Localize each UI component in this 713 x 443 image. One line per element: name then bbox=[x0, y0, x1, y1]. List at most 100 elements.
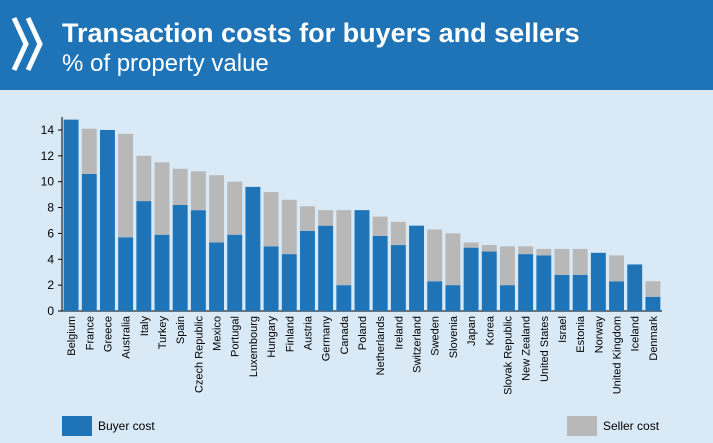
bar-seller bbox=[318, 210, 334, 226]
bar-buyer bbox=[390, 245, 406, 311]
oecd-chevron-logo-icon bbox=[11, 16, 43, 72]
bar-seller bbox=[645, 281, 661, 297]
x-tick-label: Poland bbox=[357, 316, 369, 350]
bar-buyer bbox=[354, 210, 370, 311]
y-tick-label: 6 bbox=[47, 226, 54, 240]
x-tick-label: Australia bbox=[121, 315, 133, 359]
x-tick-label: Greece bbox=[102, 316, 114, 352]
bar-seller bbox=[427, 229, 443, 282]
x-tick-label: Czech Republic bbox=[193, 316, 205, 394]
legend-swatch-seller bbox=[567, 416, 597, 436]
bar-seller bbox=[481, 245, 497, 252]
bar-buyer bbox=[427, 281, 443, 311]
bar-buyer bbox=[245, 186, 261, 311]
bar-seller bbox=[172, 168, 188, 205]
bar-buyer bbox=[63, 119, 79, 311]
x-tick-label: Ireland bbox=[393, 316, 405, 350]
x-tick-label: Austria bbox=[302, 315, 314, 350]
bar-seller bbox=[518, 246, 534, 255]
x-tick-label: Mexico bbox=[212, 316, 224, 351]
bar-seller bbox=[190, 171, 206, 211]
bar-buyer bbox=[645, 296, 661, 311]
x-tick-label: Luxembourg bbox=[248, 316, 260, 377]
y-tick-label: 10 bbox=[41, 175, 55, 189]
bar-seller bbox=[536, 248, 552, 256]
x-tick-label: Switzerland bbox=[412, 316, 424, 373]
x-tick-label: Slovenia bbox=[448, 315, 460, 358]
x-tick-label: France bbox=[84, 316, 96, 350]
bar-buyer bbox=[118, 237, 134, 311]
chart-title: Transaction costs for buyers and sellers bbox=[62, 18, 580, 48]
bar-buyer bbox=[100, 129, 115, 311]
x-tick-label: Korea bbox=[484, 315, 496, 345]
x-tick-label: Sweden bbox=[430, 316, 442, 356]
x-tick-label: Israel bbox=[557, 316, 569, 343]
x-tick-label: Norway bbox=[593, 316, 605, 354]
bar-seller bbox=[136, 155, 152, 202]
bar-buyer bbox=[463, 247, 479, 311]
bar-buyer bbox=[154, 234, 170, 311]
legend-item-seller: Seller cost bbox=[567, 416, 659, 436]
y-tick-label: 2 bbox=[47, 278, 54, 292]
bar-seller bbox=[118, 133, 134, 238]
x-tick-label: Japan bbox=[466, 316, 478, 346]
bar-buyer bbox=[81, 173, 97, 311]
bar-buyer bbox=[409, 225, 424, 311]
y-tick-label: 0 bbox=[47, 304, 54, 318]
bar-seller bbox=[463, 242, 479, 248]
x-tick-label: Finland bbox=[284, 316, 296, 352]
legend-label-seller: Seller cost bbox=[603, 419, 660, 433]
legend-swatch-buyer bbox=[62, 416, 92, 436]
bar-buyer bbox=[500, 285, 515, 311]
bar-buyer bbox=[518, 254, 534, 311]
bar-buyer bbox=[445, 285, 461, 311]
bar-seller bbox=[609, 255, 624, 282]
x-tick-label: Portugal bbox=[230, 316, 242, 357]
bar-buyer bbox=[209, 242, 224, 311]
x-tick-label: Turkey bbox=[157, 316, 169, 350]
bar-buyer bbox=[590, 252, 606, 311]
y-tick-label: 14 bbox=[41, 123, 55, 137]
bar-seller bbox=[227, 181, 243, 235]
bar-buyer bbox=[227, 234, 243, 311]
bar-buyer bbox=[481, 251, 497, 311]
bar-seller bbox=[81, 128, 97, 174]
bar-seller bbox=[445, 233, 461, 286]
y-tick-label: 4 bbox=[47, 252, 54, 266]
bar-buyer bbox=[572, 274, 588, 311]
bar-buyer bbox=[554, 274, 570, 311]
y-tick-label: 8 bbox=[47, 201, 54, 215]
bar-buyer bbox=[609, 281, 624, 311]
bar-chart: 0 2 4 6 8 10 12 14 Belgium France Greece Australia I… bbox=[41, 117, 662, 395]
bar-seller bbox=[336, 210, 352, 286]
bar-buyer bbox=[372, 236, 388, 311]
chart-header: Transaction costs for buyers and sellers… bbox=[0, 0, 713, 90]
bar-buyer bbox=[136, 201, 152, 311]
x-tick-label: Canada bbox=[339, 315, 351, 354]
bar-seller bbox=[281, 199, 297, 255]
bar-buyer bbox=[300, 230, 315, 311]
bar-seller bbox=[154, 162, 170, 235]
bar-buyer bbox=[263, 246, 279, 311]
y-tick-label: 12 bbox=[41, 149, 55, 163]
bar-seller bbox=[263, 192, 279, 247]
x-tick-label: Denmark bbox=[648, 316, 660, 361]
bar-buyer bbox=[190, 210, 206, 311]
bar-buyer bbox=[536, 255, 552, 311]
x-tick-label: United States bbox=[539, 316, 551, 383]
bar-seller bbox=[572, 248, 588, 275]
x-tick-label: Netherlands bbox=[375, 316, 387, 376]
bar-seller bbox=[500, 246, 515, 286]
x-tick-label: Germany bbox=[321, 316, 333, 362]
bar-seller bbox=[300, 206, 315, 231]
x-tick-label: United Kingdom bbox=[612, 316, 624, 394]
bar-seller bbox=[372, 216, 388, 237]
x-tick-label: Slovak Republic bbox=[502, 316, 514, 395]
x-tick-label: Hungary bbox=[266, 316, 278, 358]
x-tick-label: Estonia bbox=[575, 315, 587, 353]
chart-subtitle: % of property value bbox=[62, 50, 269, 77]
bar-buyer bbox=[318, 225, 334, 311]
legend-label-buyer: Buyer cost bbox=[98, 419, 155, 433]
bar-buyer bbox=[336, 285, 352, 311]
bar-seller bbox=[554, 248, 570, 275]
